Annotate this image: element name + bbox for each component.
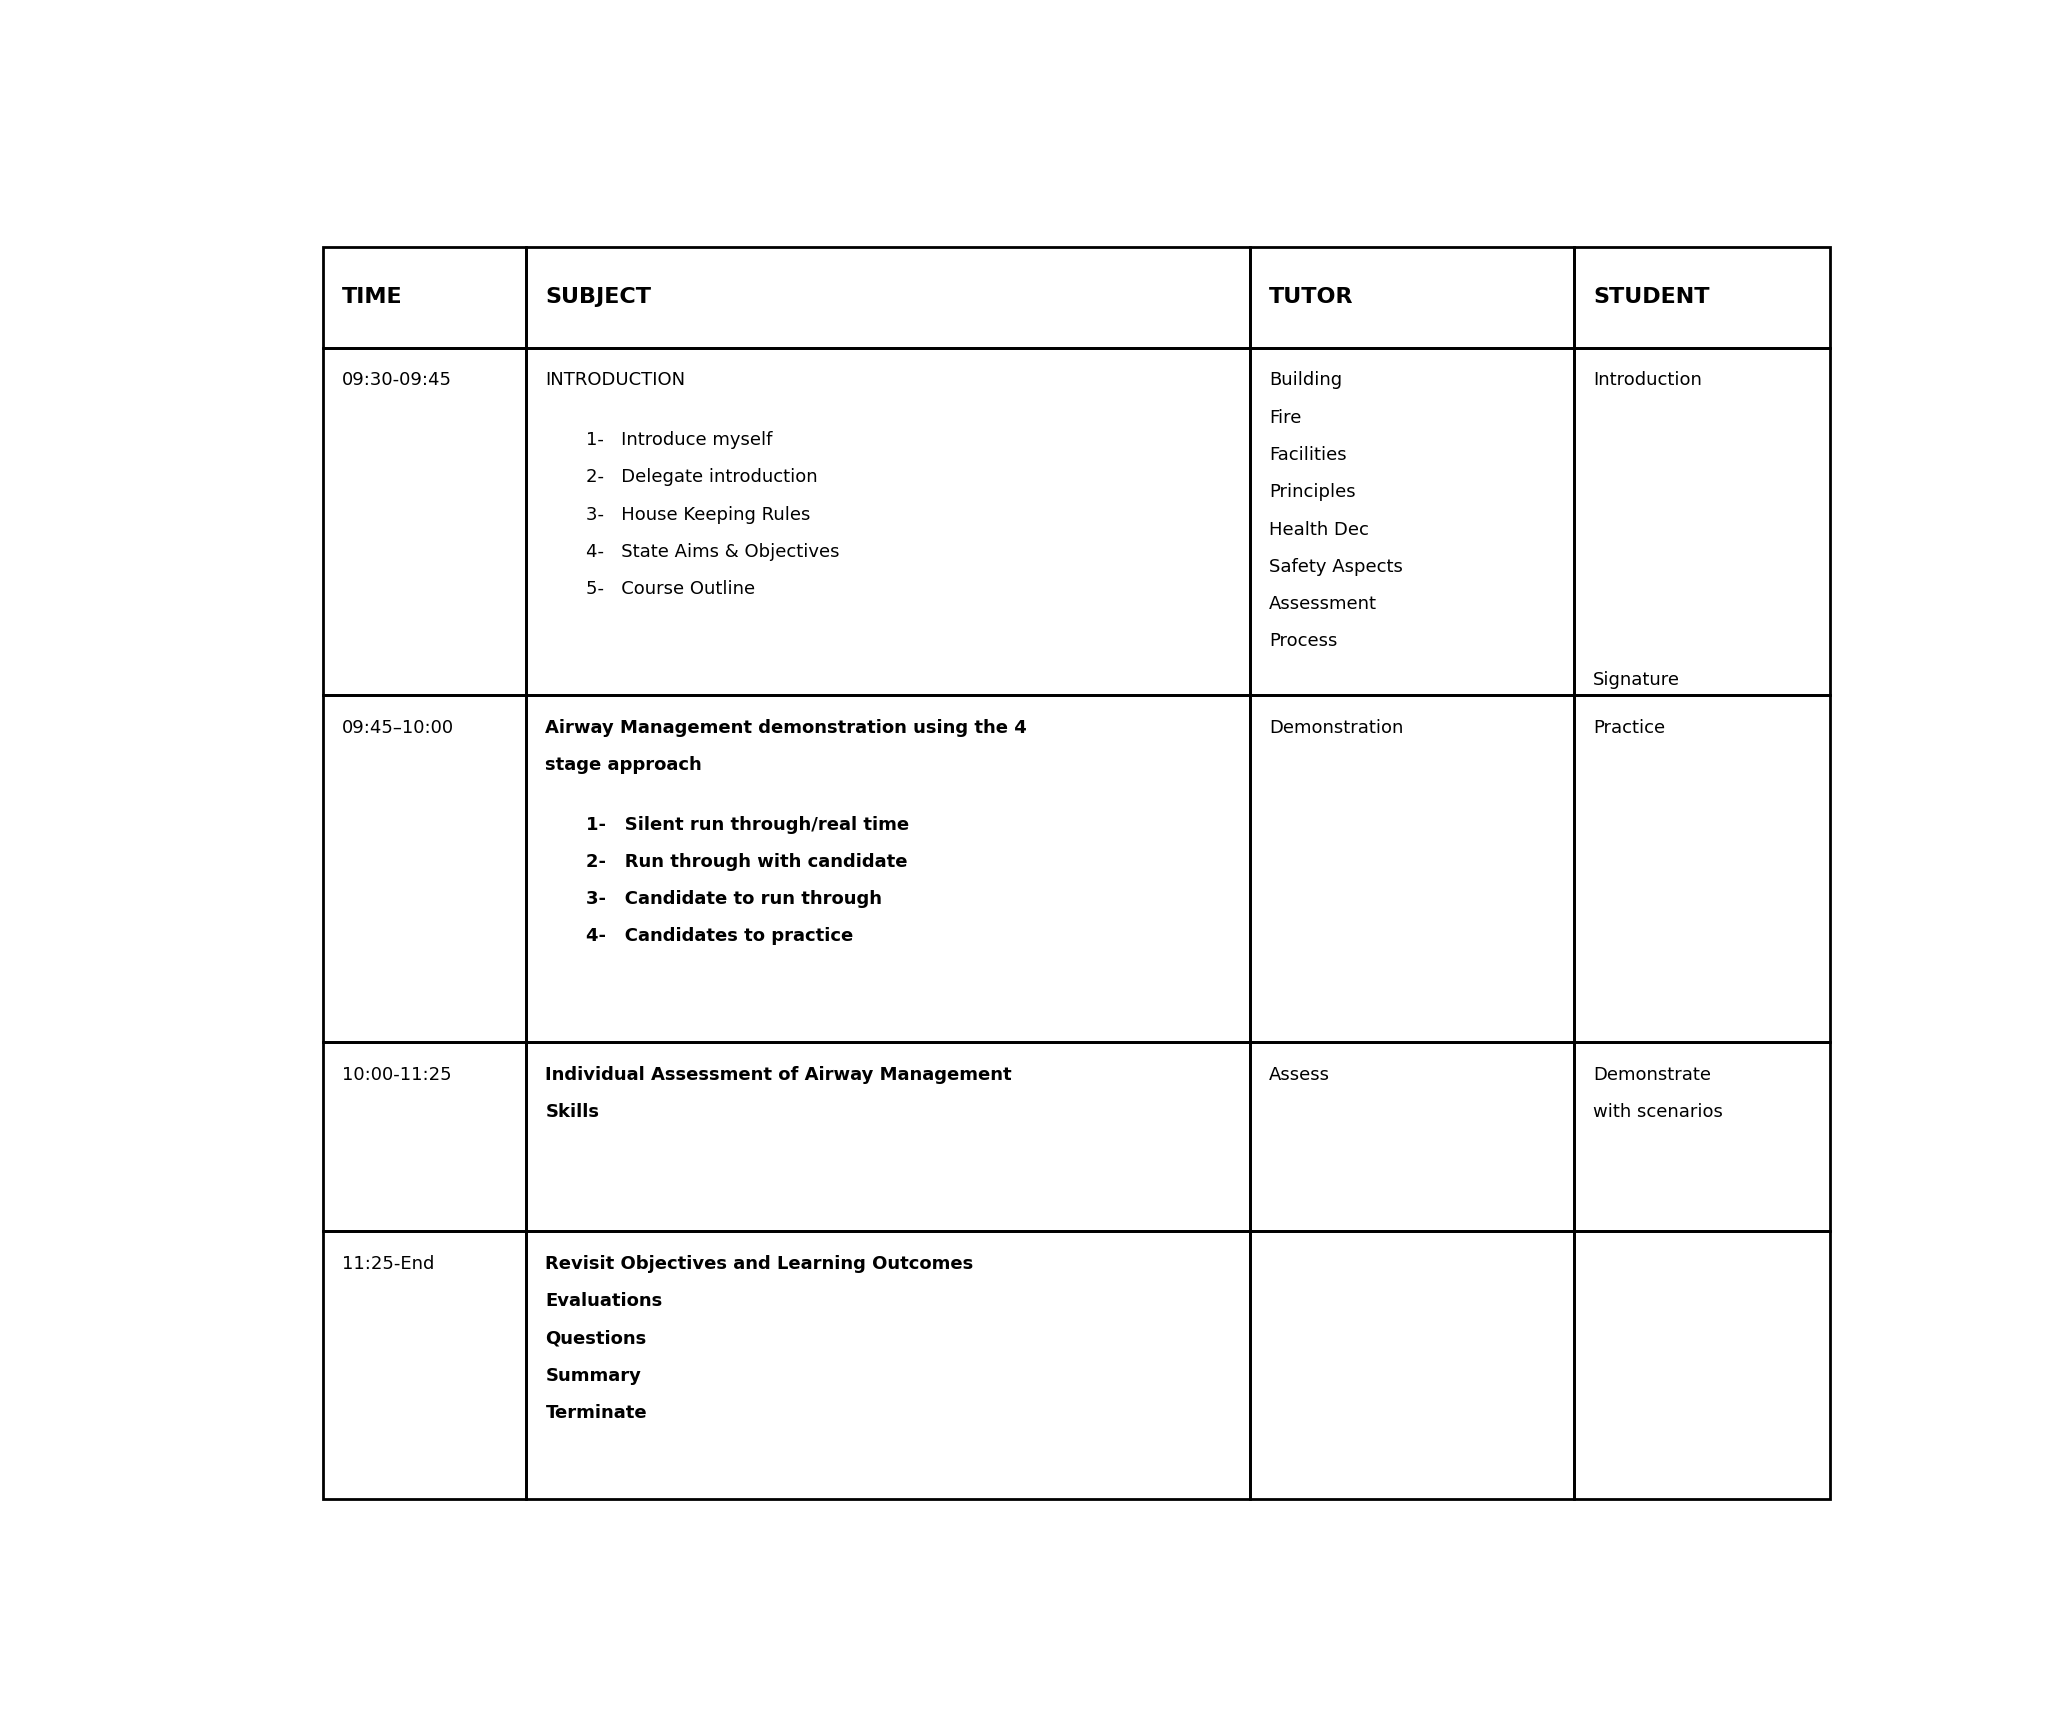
- Text: with scenarios: with scenarios: [1593, 1103, 1723, 1120]
- Text: 11:25-End: 11:25-End: [341, 1255, 434, 1273]
- Text: Facilities: Facilities: [1268, 446, 1347, 463]
- Text: Introduction: Introduction: [1593, 372, 1703, 389]
- Text: Assess: Assess: [1268, 1067, 1330, 1084]
- Text: 2-   Run through with candidate: 2- Run through with candidate: [586, 852, 906, 871]
- Text: Signature: Signature: [1593, 671, 1680, 688]
- Bar: [526, 348, 1250, 695]
- Text: 09:30-09:45: 09:30-09:45: [341, 372, 451, 389]
- Bar: [1575, 1043, 1831, 1231]
- Text: 09:45–10:00: 09:45–10:00: [341, 719, 453, 737]
- Text: 1-   Introduce myself: 1- Introduce myself: [586, 431, 772, 450]
- Text: 3-   Candidate to run through: 3- Candidate to run through: [586, 890, 881, 908]
- Bar: [526, 1231, 1250, 1499]
- Text: STUDENT: STUDENT: [1593, 287, 1709, 308]
- Text: SUBJECT: SUBJECT: [546, 287, 652, 308]
- Bar: [1250, 695, 1575, 1043]
- Bar: [1575, 695, 1831, 1043]
- Text: TIME: TIME: [341, 287, 403, 308]
- Text: Individual Assessment of Airway Management: Individual Assessment of Airway Manageme…: [546, 1067, 1012, 1084]
- Bar: [1250, 247, 1575, 348]
- Text: 10:00-11:25: 10:00-11:25: [341, 1067, 451, 1084]
- Bar: [526, 247, 1250, 348]
- Text: Summary: Summary: [546, 1366, 641, 1385]
- Text: 1-   Silent run through/real time: 1- Silent run through/real time: [586, 816, 908, 833]
- Text: Assessment: Assessment: [1268, 595, 1378, 614]
- Bar: [323, 695, 526, 1043]
- Text: Principles: Principles: [1268, 484, 1355, 501]
- Text: Demonstrate: Demonstrate: [1593, 1067, 1711, 1084]
- Text: Terminate: Terminate: [546, 1404, 648, 1421]
- Text: Revisit Objectives and Learning Outcomes: Revisit Objectives and Learning Outcomes: [546, 1255, 974, 1273]
- Bar: [526, 695, 1250, 1043]
- Text: 2-   Delegate introduction: 2- Delegate introduction: [586, 469, 817, 486]
- Text: Process: Process: [1268, 633, 1337, 650]
- Text: Airway Management demonstration using the 4: Airway Management demonstration using th…: [546, 719, 1026, 737]
- Text: stage approach: stage approach: [546, 756, 701, 775]
- Bar: [1250, 1231, 1575, 1499]
- Bar: [323, 247, 526, 348]
- Text: 3-   House Keeping Rules: 3- House Keeping Rules: [586, 505, 809, 524]
- Bar: [1250, 348, 1575, 695]
- Bar: [1575, 1231, 1831, 1499]
- Text: 4-   Candidates to practice: 4- Candidates to practice: [586, 927, 852, 946]
- Text: INTRODUCTION: INTRODUCTION: [546, 372, 685, 389]
- Text: Safety Aspects: Safety Aspects: [1268, 558, 1403, 576]
- Bar: [1250, 1043, 1575, 1231]
- Bar: [1575, 247, 1831, 348]
- Bar: [323, 1231, 526, 1499]
- Text: Fire: Fire: [1268, 408, 1301, 427]
- Text: Skills: Skills: [546, 1103, 600, 1120]
- Text: TUTOR: TUTOR: [1268, 287, 1353, 308]
- Text: Demonstration: Demonstration: [1268, 719, 1403, 737]
- Text: Questions: Questions: [546, 1330, 648, 1347]
- Bar: [323, 1043, 526, 1231]
- Text: Practice: Practice: [1593, 719, 1666, 737]
- Bar: [323, 348, 526, 695]
- Bar: [526, 1043, 1250, 1231]
- Text: 5-   Course Outline: 5- Course Outline: [586, 581, 755, 598]
- Text: Health Dec: Health Dec: [1268, 520, 1370, 539]
- Text: Evaluations: Evaluations: [546, 1292, 662, 1311]
- Text: 4-   State Aims & Objectives: 4- State Aims & Objectives: [586, 543, 840, 560]
- Text: Building: Building: [1268, 372, 1343, 389]
- Bar: [1575, 348, 1831, 695]
